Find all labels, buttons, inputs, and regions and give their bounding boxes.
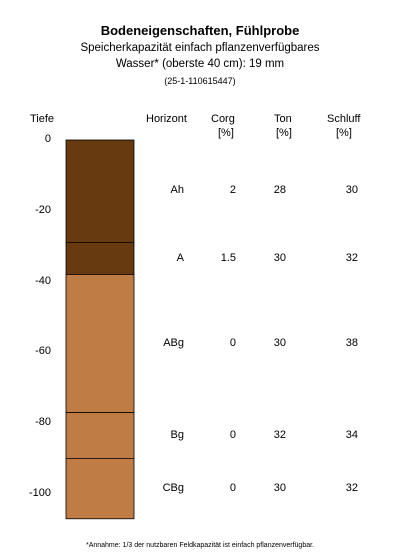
horizon-header: Horizont [146, 113, 187, 125]
schluff-cell: 32 [345, 251, 358, 264]
schluff-cell: 34 [345, 428, 358, 441]
corg-cell: 0 [229, 428, 236, 441]
schluff-cell: 38 [345, 336, 358, 349]
schluff-header: Schluff [327, 113, 361, 125]
soil-layer-3 [66, 274, 134, 413]
schluff-cell: 30 [345, 184, 358, 197]
horizon-cell: CBg [162, 481, 184, 494]
footnote: *Annahme: 1/3 der nutzbaren Feldkapazitä… [85, 542, 315, 549]
corg-cell: 0 [229, 336, 236, 349]
depth-tick-label: -40 [35, 274, 51, 287]
corg-header: Corg [211, 113, 235, 125]
depth-tick-label: -80 [35, 416, 51, 429]
horizon-cell: A [176, 251, 184, 264]
ton-cell: 30 [273, 336, 286, 349]
soil-layer-5 [66, 458, 134, 519]
soil-layer-4 [66, 412, 134, 459]
ton-unit: [%] [276, 127, 292, 139]
schluff-cell: 32 [345, 481, 358, 494]
ton-header: Ton [274, 113, 292, 125]
horizon-cell: ABg [163, 336, 184, 349]
schluff-unit: [%] [336, 127, 352, 139]
corg-cell: 0 [229, 481, 236, 494]
subtitle-line-1: Speicherkapazität einfach pflanzenverfüg… [80, 42, 320, 54]
soil-layer-1 [66, 140, 134, 243]
subtitle-line-2: Wasser* (oberste 40 cm): 19 mm [115, 58, 285, 70]
ton-cell: 32 [273, 428, 286, 441]
depth-tick-label: -60 [35, 345, 51, 358]
ton-cell: 28 [273, 184, 286, 197]
depth-tick-label: 0 [44, 133, 51, 145]
ton-cell: 30 [273, 481, 286, 494]
depth-header: Tiefe [30, 113, 55, 125]
corg-unit: [%] [218, 127, 234, 139]
chart-title: Bodeneigenschaften, Fühlprobe [100, 23, 300, 38]
depth-tick-label: -20 [35, 203, 51, 216]
sample-id: (25-1-110615447) [164, 76, 236, 86]
depth-tick-label: -100 [28, 487, 51, 499]
horizon-cell: Ah [170, 184, 184, 197]
ton-cell: 30 [273, 251, 286, 264]
soil-layer-2 [66, 242, 134, 275]
corg-cell: 1.5 [220, 251, 236, 264]
profile-outline [65, 139, 135, 520]
horizon-cell: Bg [170, 428, 184, 441]
corg-cell: 2 [229, 184, 236, 197]
